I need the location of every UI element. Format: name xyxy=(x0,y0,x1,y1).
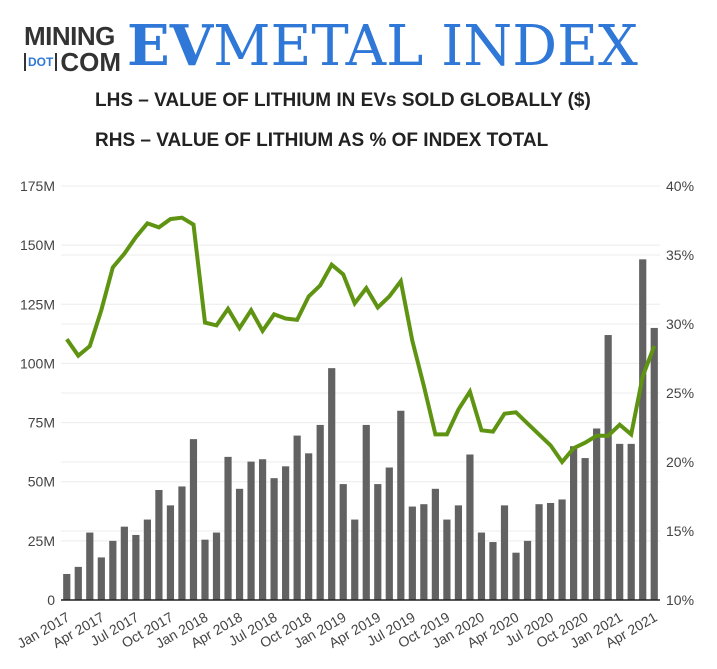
bar-apr-2018 xyxy=(235,488,244,600)
bar-jan-2018 xyxy=(201,539,209,600)
bar-jul-2019 xyxy=(408,506,416,600)
bar-dec-2020 xyxy=(604,335,612,600)
logo-dot: DOT xyxy=(24,53,58,71)
bar-apr-2020 xyxy=(512,552,520,600)
bar-sep-2017 xyxy=(155,489,163,600)
bar-jul-2017 xyxy=(132,534,140,600)
left-tick-label: 0 xyxy=(47,592,55,608)
left-tick-label: 50M xyxy=(28,474,55,490)
bar-dec-2018 xyxy=(328,368,336,600)
bar-aug-2017 xyxy=(143,519,151,600)
subtitle-rhs: RHS – VALUE OF LITHIUM AS % OF INDEX TOT… xyxy=(95,130,549,151)
bar-apr-2019 xyxy=(374,484,382,600)
bar-jan-2020 xyxy=(477,532,486,600)
bar-feb-2020 xyxy=(489,542,497,600)
bar-dec-2017 xyxy=(189,439,198,600)
bar-feb-2021 xyxy=(627,443,635,600)
mining-dot-com-logo: MINING DOT COM xyxy=(24,23,121,75)
logo-rest: METAL INDEX xyxy=(213,14,638,79)
bar-jul-2018 xyxy=(270,478,278,600)
bar-jan-2017 xyxy=(63,573,71,600)
bar-mar-2020 xyxy=(500,505,509,600)
right-tick-label: 15% xyxy=(666,523,694,539)
bar-feb-2019 xyxy=(351,519,359,600)
bar-jul-2020 xyxy=(546,503,555,600)
ev-metal-index-title: EVMETAL INDEX xyxy=(127,18,638,75)
bar-may-2018 xyxy=(247,461,255,600)
bar-nov-2020 xyxy=(593,428,601,600)
logo: MINING DOT COM EVMETAL INDEX xyxy=(24,18,638,75)
right-tick-label: 20% xyxy=(666,454,694,470)
bar-mar-2018 xyxy=(224,456,232,600)
bar-aug-2019 xyxy=(420,504,428,600)
logo-ev: EV xyxy=(127,13,214,79)
bar-sep-2018 xyxy=(293,435,301,600)
bar-aug-2020 xyxy=(558,499,566,600)
bar-jun-2017 xyxy=(120,526,128,600)
bar-apr-2017 xyxy=(97,557,105,600)
bar-nov-2019 xyxy=(454,505,463,600)
left-tick-label: 100M xyxy=(20,355,55,371)
subtitle-lhs: LHS – VALUE OF LITHIUM IN EVs SOLD GLOBA… xyxy=(95,90,591,111)
right-tick-label: 10% xyxy=(666,592,694,608)
right-tick-label: 25% xyxy=(666,385,694,401)
bar-jun-2019 xyxy=(397,410,405,600)
bar-oct-2019 xyxy=(443,519,451,600)
bar-mar-2021 xyxy=(639,259,647,600)
bar-jun-2018 xyxy=(258,459,267,600)
bar-jun-2020 xyxy=(535,504,543,600)
lithium-share-line xyxy=(65,215,657,466)
right-tick-label: 40% xyxy=(666,178,694,194)
bar-apr-2021 xyxy=(650,327,658,600)
bar-oct-2018 xyxy=(305,453,313,600)
bar-oct-2020 xyxy=(581,458,589,600)
bar-mar-2019 xyxy=(362,424,370,600)
bar-sep-2019 xyxy=(431,488,439,600)
left-tick-label: 150M xyxy=(20,237,55,253)
logo-line2: COM xyxy=(60,47,122,77)
bar-oct-2017 xyxy=(166,505,175,600)
right-tick-label: 30% xyxy=(666,316,694,332)
bar-dec-2019 xyxy=(466,454,474,600)
bar-may-2017 xyxy=(109,540,117,600)
bar-nov-2017 xyxy=(178,486,186,600)
bar-aug-2018 xyxy=(282,466,290,600)
bar-sep-2020 xyxy=(570,446,578,600)
left-tick-label: 175M xyxy=(20,178,55,194)
logo-line1: MINING xyxy=(24,21,115,51)
bar-nov-2018 xyxy=(316,424,324,600)
bar-may-2019 xyxy=(385,467,393,600)
bar-jan-2021 xyxy=(616,443,624,600)
bar-may-2020 xyxy=(523,540,532,600)
bar-mar-2017 xyxy=(86,532,94,600)
right-tick-label: 35% xyxy=(666,247,694,263)
bar-jan-2019 xyxy=(339,484,347,600)
left-tick-label: 75M xyxy=(28,415,55,431)
bar-feb-2018 xyxy=(212,532,221,600)
left-tick-label: 25M xyxy=(28,533,55,549)
left-tick-label: 125M xyxy=(20,296,55,312)
bar-feb-2017 xyxy=(74,566,82,600)
